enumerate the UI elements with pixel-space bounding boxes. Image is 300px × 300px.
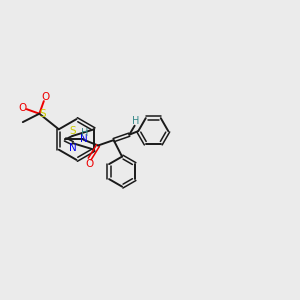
Text: S: S: [69, 126, 76, 136]
Text: O: O: [85, 159, 93, 170]
Text: N: N: [69, 143, 76, 154]
Text: S: S: [39, 109, 46, 119]
Text: N: N: [80, 134, 88, 145]
Text: O: O: [41, 92, 49, 102]
Text: H: H: [81, 128, 88, 138]
Text: H: H: [132, 116, 139, 126]
Text: O: O: [18, 103, 27, 113]
